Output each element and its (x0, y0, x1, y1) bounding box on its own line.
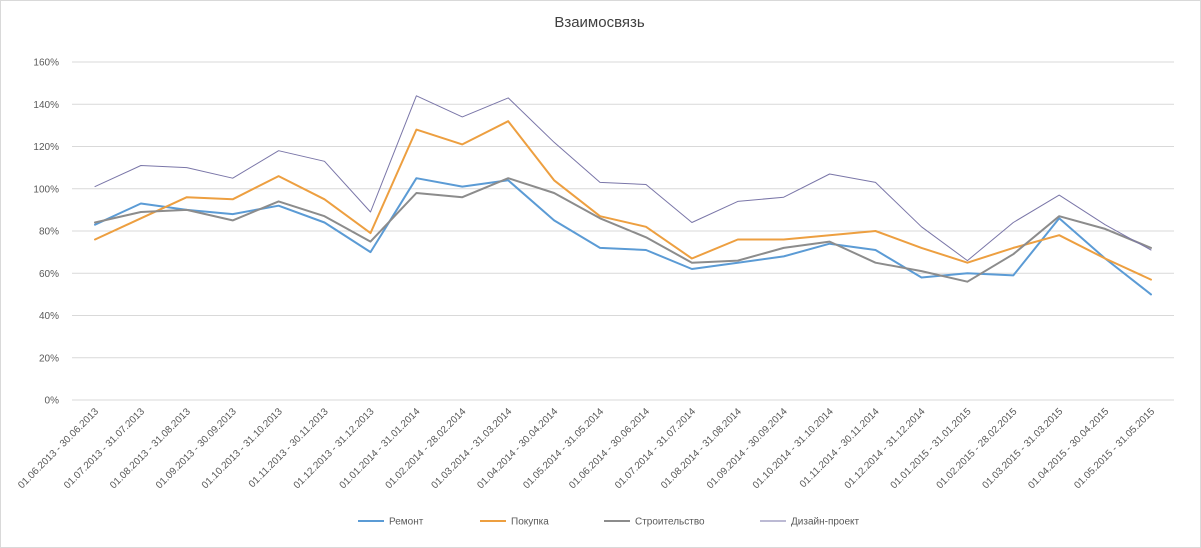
x-tick-label: 01.03.2015 - 31.03.2015 (980, 406, 1065, 491)
x-tick-label: 01.08.2013 - 31.08.2013 (108, 406, 193, 491)
x-tick-label: 01.07.2013 - 31.07.2013 (62, 406, 147, 491)
x-tick-label: 01.12.2014 - 31.12.2014 (843, 406, 928, 491)
x-tick-label: 01.06.2013 - 30.06.2013 (16, 406, 101, 491)
x-tick-label: 01.02.2015 - 28.02.2015 (935, 406, 1020, 491)
y-tick-label: 60% (39, 269, 59, 280)
series-line-2 (94, 120, 1152, 281)
series-line-1 (94, 177, 1152, 296)
y-tick-label: 120% (33, 142, 59, 153)
x-tick-label: 01.03.2014 - 31.03.2014 (429, 406, 514, 491)
x-tick-label: 01.10.2013 - 31.10.2013 (200, 406, 285, 491)
y-tick-label: 0% (45, 396, 60, 407)
series-lines (94, 95, 1152, 296)
x-tick-label: 01.06.2014 - 30.06.2014 (567, 406, 652, 491)
x-tick-label: 01.04.2015 - 30.04.2015 (1026, 406, 1111, 491)
y-tick-label: 140% (33, 100, 59, 111)
legend-label: Ремонт (389, 517, 424, 528)
y-tick-label: 80% (39, 227, 59, 238)
x-tick-label: 01.09.2014 - 30.09.2014 (705, 406, 790, 491)
x-tick-label: 01.01.2014 - 31.01.2014 (338, 406, 423, 491)
x-tick-label: 01.11.2014 - 30.11.2014 (798, 406, 882, 490)
x-tick-label: 01.01.2015 - 31.01.2015 (889, 406, 974, 491)
x-tick-label: 01.09.2013 - 30.09.2013 (154, 406, 239, 491)
legend-label: Покупка (511, 517, 549, 528)
legend-label: Дизайн-проект (791, 517, 860, 528)
grid-lines (72, 61, 1174, 401)
x-tick-label: 01.05.2014 - 31.05.2014 (521, 406, 606, 491)
x-tick-label: 01.11.2013 - 30.11.2013 (247, 406, 331, 490)
x-tick-label: 01.05.2015 - 31.05.2015 (1072, 406, 1157, 491)
legend: Ремонт Покупка Строительство Дизайн-проект (358, 517, 860, 528)
x-tick-label: 01.04.2014 - 30.04.2014 (475, 406, 560, 491)
x-tick-label: 01.08.2014 - 31.08.2014 (659, 406, 744, 491)
series-line-3 (94, 177, 1152, 283)
y-tick-label: 100% (33, 184, 59, 195)
x-tick-label: 01.12.2013 - 31.12.2013 (292, 406, 377, 491)
chart-title: Взаимосвязь (554, 14, 645, 31)
x-tick-label: 01.10.2014 - 31.10.2014 (751, 406, 836, 491)
legend-label: Строительство (635, 517, 705, 528)
y-tick-label: 40% (39, 311, 59, 322)
y-tick-label: 160% (33, 58, 59, 69)
series-line-4 (94, 95, 1152, 262)
x-tick-label: 01.02.2014 - 28.02.2014 (384, 406, 469, 491)
y-tick-label: 20% (39, 353, 59, 364)
y-axis-ticks: 0% 20% 40% 60% 80% 100% 120% 140% 160% (33, 58, 59, 407)
x-tick-label: 01.07.2014 - 31.07.2014 (613, 406, 698, 491)
